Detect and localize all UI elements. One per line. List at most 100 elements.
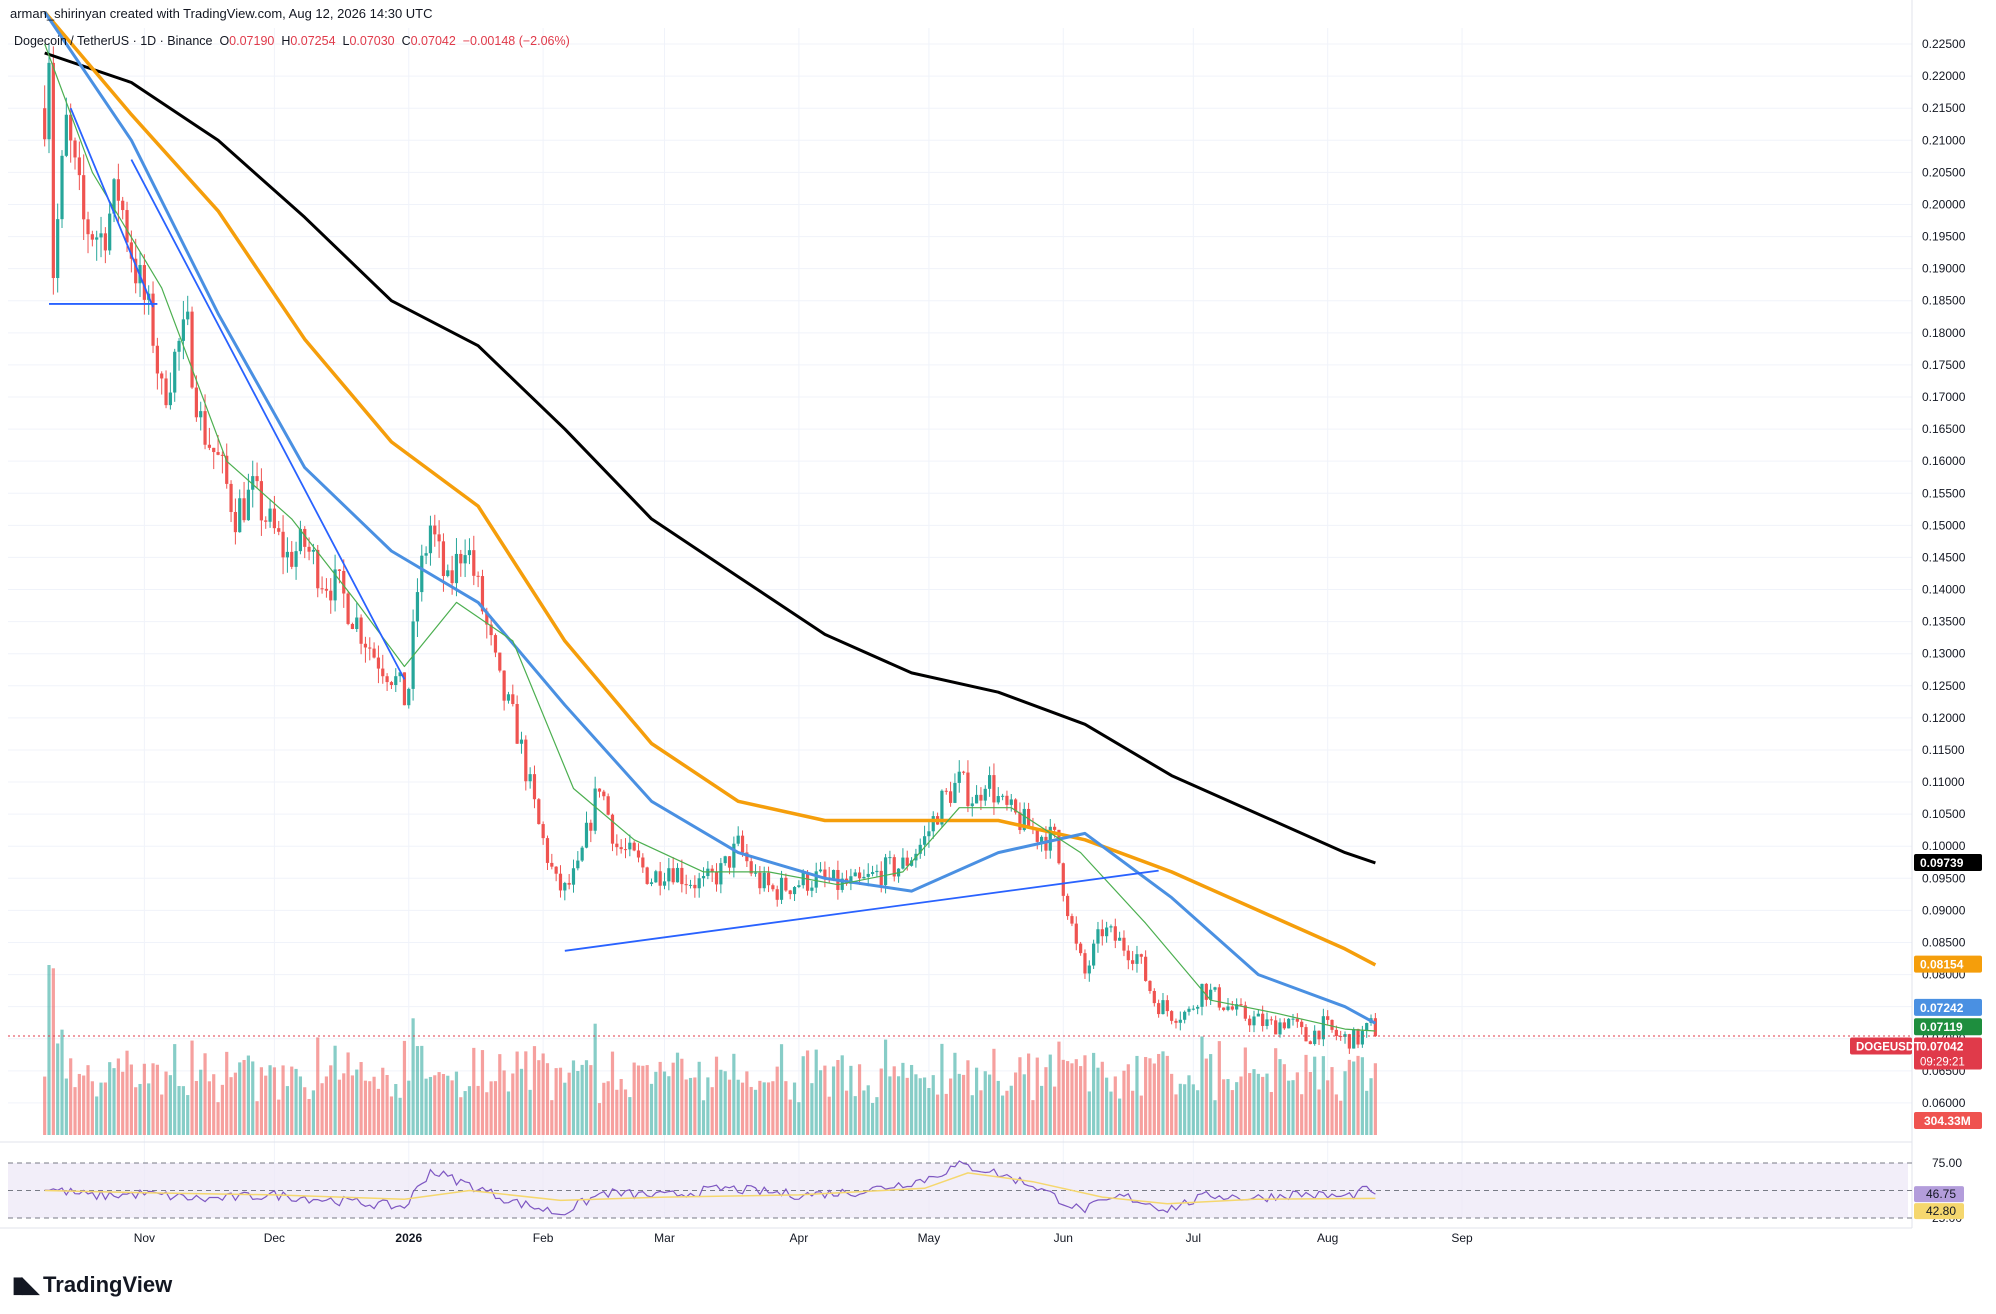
- candle-body: [814, 871, 818, 888]
- y-tick-label: 0.19000: [1922, 262, 1966, 276]
- candle-body: [259, 481, 264, 521]
- candle-body: [1074, 923, 1078, 944]
- candle-body: [476, 575, 480, 577]
- volume-bar: [532, 1046, 537, 1135]
- volume-bar: [121, 1071, 125, 1135]
- volume-bar: [511, 1073, 515, 1135]
- volume-bar: [112, 1068, 116, 1135]
- volume-bar: [736, 1079, 740, 1135]
- volume-bar: [654, 1071, 658, 1135]
- candle-body: [1330, 1019, 1334, 1030]
- candle-body: [489, 624, 493, 636]
- volume-label: 304.33M: [1924, 1114, 1971, 1128]
- candle-body: [1040, 836, 1044, 842]
- volume-bar: [1187, 1075, 1191, 1135]
- volume-bar: [818, 1070, 823, 1135]
- candle-body: [979, 794, 983, 801]
- volume-label-box: [1914, 1112, 1982, 1129]
- volume-bar: [316, 1037, 320, 1135]
- x-tick-label: Mar: [654, 1231, 675, 1245]
- volume-bar: [277, 1099, 281, 1135]
- volume-bar: [1217, 1041, 1221, 1135]
- volume-bar: [199, 1069, 203, 1135]
- volume-bar: [1152, 1063, 1156, 1135]
- volume-bar: [580, 1064, 584, 1135]
- candle-body: [268, 508, 272, 522]
- volume-bar: [272, 1067, 277, 1135]
- volume-bar: [428, 1076, 433, 1135]
- volume-bar: [675, 1052, 680, 1135]
- volume-bar: [359, 1062, 363, 1135]
- candle-body: [1183, 1011, 1187, 1020]
- candle-body: [311, 549, 316, 552]
- y-tick-label: 0.21000: [1922, 133, 1966, 147]
- x-tick-label: Dec: [264, 1231, 285, 1245]
- candle-body: [537, 799, 541, 825]
- candle-body: [636, 850, 641, 858]
- rsi-value-label: 46.75: [1926, 1187, 1956, 1201]
- candle-body: [736, 835, 740, 844]
- volume-bar: [883, 1039, 888, 1135]
- candle-body: [719, 863, 723, 885]
- volume-bar: [1157, 1053, 1161, 1135]
- volume-bar: [1066, 1061, 1070, 1135]
- candle-body: [155, 345, 159, 374]
- volume-bar: [1048, 1054, 1052, 1135]
- candle-body: [697, 878, 701, 889]
- volume-bar: [788, 1099, 792, 1135]
- ohlc-low-label: L: [342, 34, 350, 48]
- candle-body: [784, 877, 788, 891]
- volume-bar: [1261, 1076, 1265, 1135]
- candle-body: [225, 455, 229, 484]
- candle-body: [1265, 1019, 1269, 1026]
- candle-body: [389, 682, 394, 686]
- volume-bar: [181, 1086, 185, 1135]
- candle-body: [320, 588, 324, 590]
- volume-bar: [1087, 1091, 1091, 1135]
- candle-body: [745, 852, 749, 862]
- volume-bar: [1213, 1100, 1217, 1135]
- candle-body: [753, 872, 758, 874]
- volume-bar: [1105, 1077, 1109, 1135]
- candle-body: [246, 489, 250, 521]
- volume-bar: [394, 1084, 398, 1135]
- candle-body: [173, 351, 177, 393]
- candle-body: [316, 549, 320, 589]
- candle-body: [1165, 1000, 1169, 1012]
- candle-body: [1131, 960, 1135, 964]
- volume-bar: [1300, 1094, 1304, 1135]
- candle-body: [103, 233, 107, 251]
- candle-body: [1174, 1020, 1178, 1023]
- candle-body: [597, 788, 602, 792]
- candle-body: [1048, 826, 1052, 851]
- tradingview-logo[interactable]: ▮◣ TradingView: [12, 1272, 172, 1298]
- candle-body: [290, 551, 294, 567]
- volume-bar: [381, 1067, 385, 1135]
- candle-body: [918, 844, 922, 854]
- volume-bar: [303, 1087, 307, 1135]
- volume-bar: [463, 1091, 467, 1135]
- candle-body: [684, 884, 688, 886]
- y-tick-label: 0.21500: [1922, 101, 1966, 115]
- y-tick-label: 0.14500: [1922, 550, 1966, 564]
- candle-body: [424, 553, 428, 556]
- candle-body: [1122, 937, 1126, 951]
- candle-body: [948, 791, 953, 803]
- candle-body: [1187, 1008, 1191, 1012]
- volume-bar: [402, 1040, 407, 1135]
- candle-body: [1087, 965, 1091, 974]
- volume-bar: [1295, 1072, 1299, 1135]
- price-label-value: 0.08154: [1920, 958, 1964, 972]
- candle-body: [1126, 950, 1130, 961]
- volume-bar: [1018, 1057, 1022, 1135]
- volume-bar: [567, 1072, 571, 1135]
- volume-bar: [225, 1051, 229, 1135]
- volume-bar: [346, 1052, 350, 1135]
- trendline: [69, 107, 154, 308]
- candle-body: [177, 340, 181, 352]
- candle-body: [238, 498, 242, 533]
- volume-bar: [155, 1064, 159, 1135]
- candle-body: [333, 569, 337, 601]
- volume-bar: [827, 1096, 831, 1135]
